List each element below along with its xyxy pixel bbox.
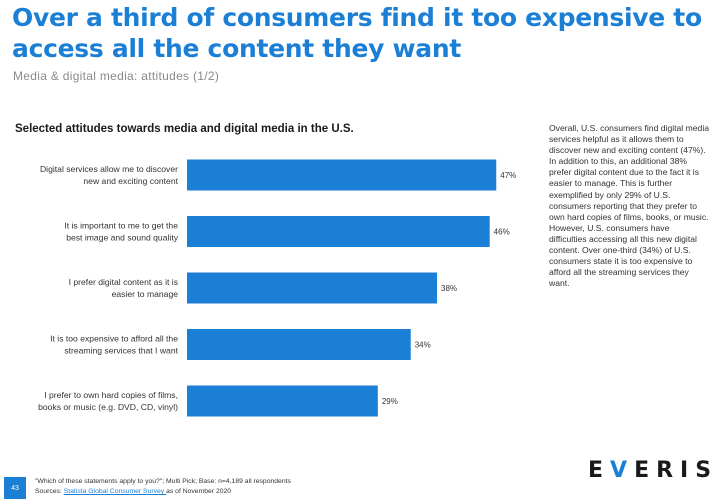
page-subtitle: Media & digital media: attitudes (1/2) <box>13 69 220 83</box>
value-label-3: 38% <box>441 284 457 293</box>
commentary-text: Overall, U.S. consumers find digital med… <box>549 123 710 289</box>
page-number: 43 <box>4 477 26 499</box>
bar-3 <box>187 272 438 304</box>
bar-chart: 47% Digital services allow me to discover… <box>38 159 516 417</box>
category-label-4: It is too expensive to afford all the str… <box>50 334 178 356</box>
logo-part-2: ERISE <box>634 458 716 483</box>
logo-part-1: E <box>588 458 611 483</box>
logo-accent-letter: V <box>610 458 635 483</box>
sources-line: Sources: Statista Global Consumer Survey… <box>35 487 291 497</box>
bar-2 <box>187 216 490 247</box>
sources-suffix: as of November 2020 <box>166 488 232 495</box>
category-label-1: Digital services allow me to discover new… <box>40 164 179 186</box>
question-note: "Which of these statements apply to you?… <box>35 478 291 485</box>
chart-title: Selected attitudes towards media and dig… <box>15 123 354 135</box>
category-label-5: I prefer to own hard copies of films, boo… <box>38 390 178 412</box>
sources-link[interactable]: Statista Global Consumer Survey <box>63 488 167 495</box>
everise-logo: EVERISE <box>588 458 716 483</box>
bar-1 <box>187 159 497 191</box>
value-label-1: 47% <box>500 171 516 180</box>
bar-4 <box>187 329 411 360</box>
bar-5 <box>187 385 378 417</box>
category-label-2: It is important to me to get the best ima… <box>64 221 178 243</box>
footer-notes: "Which of these statements apply to you?… <box>35 477 291 497</box>
value-label-4: 34% <box>415 341 431 350</box>
page-headline: Over a third of consumers find it too ex… <box>12 3 702 63</box>
value-label-5: 29% <box>382 397 398 406</box>
category-label-3: I prefer digital content as it is easier … <box>69 277 179 299</box>
value-label-2: 46% <box>494 228 510 237</box>
sources-prefix: Sources: <box>35 488 64 495</box>
